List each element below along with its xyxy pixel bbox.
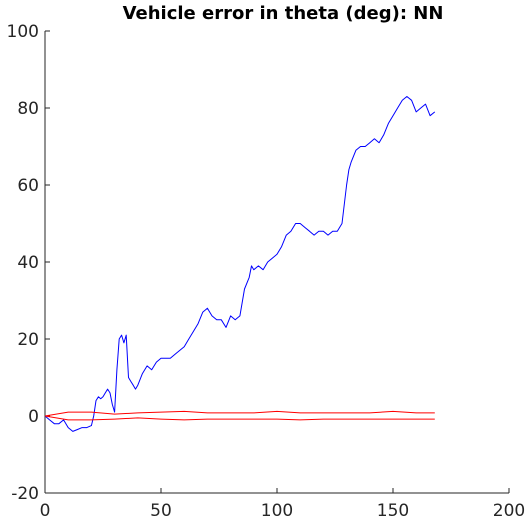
y-tick-label: 40	[17, 253, 39, 273]
y-tick-label: 60	[17, 176, 39, 196]
x-tick-label: 50	[150, 501, 172, 521]
y-tick-label: 100	[7, 22, 39, 42]
x-tick-label: 0	[40, 501, 51, 521]
y-tick-label: 0	[28, 407, 39, 427]
chart-title: Vehicle error in theta (deg): NN	[123, 3, 444, 24]
x-tick-label: 200	[493, 501, 525, 521]
y-tick-label: 20	[17, 330, 39, 350]
x-tick-label: 100	[261, 501, 293, 521]
y-tick-label: -20	[11, 484, 39, 504]
series-line-blue	[44, 96, 436, 432]
y-tick-label: 80	[17, 99, 39, 119]
series-line-red-1	[44, 410, 435, 417]
series-line-red-2	[44, 415, 435, 421]
x-tick-label: 150	[377, 501, 409, 521]
